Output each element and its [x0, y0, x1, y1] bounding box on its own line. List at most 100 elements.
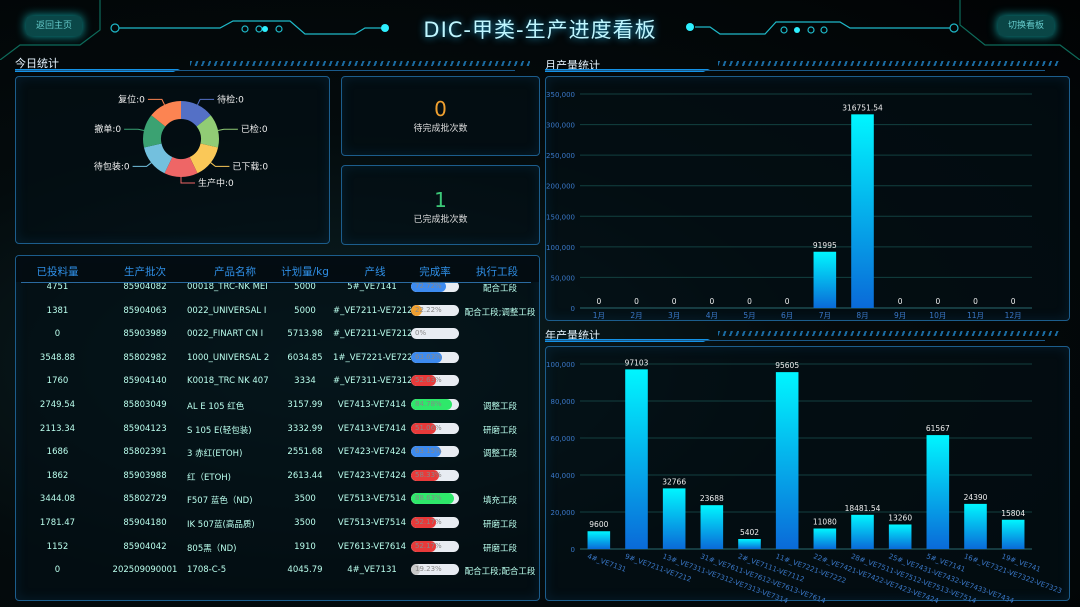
- planned-kg-cell: 3334: [294, 376, 316, 387]
- x-tick-label: 6月: [781, 311, 793, 320]
- donut-label-line: [124, 128, 145, 132]
- data-label: 15804: [1001, 509, 1025, 518]
- table-row[interactable]: 0 202509090001 1708-C-5 4045.79 4#_VE7131 配合工…: [16, 561, 537, 581]
- stage-cell: 调整工段: [482, 402, 517, 412]
- data-label: 0: [785, 297, 790, 306]
- bar[interactable]: [738, 539, 761, 549]
- bar[interactable]: [700, 505, 724, 549]
- stage-cell: 调整工段: [482, 449, 517, 460]
- production-line-cell: #_VE7211-VE7212: [333, 305, 411, 316]
- data-label: 13260: [888, 513, 912, 522]
- bar[interactable]: [813, 528, 837, 549]
- bar[interactable]: [851, 514, 874, 549]
- completion-progress-bar: 52.17%: [411, 517, 459, 528]
- donut-slice[interactable]: [164, 157, 198, 177]
- completion-rate: 88.63%: [415, 494, 442, 503]
- bar[interactable]: [813, 251, 837, 308]
- progress-fill: [411, 517, 437, 528]
- donut-label-line: [197, 98, 215, 105]
- table-row[interactable]: 4751 85904082 00018_TRC-NK MEI 5000 5#_VE714…: [16, 278, 537, 298]
- table-row[interactable]: 1781.47 85904180 IK 507蓝(高品质) 3500 VE7513-VE…: [16, 514, 537, 534]
- x-tick-label: 12月: [1005, 311, 1022, 320]
- production-line-cell: VE7423-VE7424: [337, 447, 407, 458]
- data-label: 0: [898, 297, 903, 306]
- progress-fill: [411, 351, 442, 363]
- production-line-cell: VE7413-VE7414: [337, 400, 407, 410]
- table-row[interactable]: 1862 85903988 红（ETOH) 2613.44 VE7423-VE7424 5…: [16, 467, 537, 487]
- x-tick-label: 1月: [593, 311, 605, 320]
- bar[interactable]: [775, 372, 799, 549]
- table-row[interactable]: 1152 85904042 805黑（ND) 1910 VE7613-VE7614 研磨工…: [16, 538, 537, 558]
- bar[interactable]: [662, 488, 686, 549]
- batch-number-cell: 85904180: [123, 518, 167, 528]
- data-label: 316751.54: [842, 103, 883, 112]
- data-label: 9600: [589, 520, 608, 529]
- table-row[interactable]: 1381 85904063 0022_UNIVERSAL I 5000 #_VE7211…: [16, 302, 537, 322]
- pending-batches-card: 0 待完成批次数: [341, 76, 540, 156]
- column-header: 执行工段: [476, 266, 518, 278]
- donut-slice[interactable]: [189, 143, 219, 174]
- batch-number-cell: 85803049: [123, 400, 167, 410]
- donut-label-line: [132, 162, 152, 167]
- stage-cell: 研磨工段: [482, 543, 517, 554]
- table-row[interactable]: 0 85903989 0022_FINART CN I 5713.98 #_VE7211…: [16, 325, 537, 345]
- bar[interactable]: [888, 524, 912, 549]
- column-header: 已投料量: [36, 266, 79, 278]
- table-body[interactable]: 4751 85904082 00018_TRC-NK MEI 5000 5#_VE714…: [16, 256, 539, 600]
- fed-amount-cell: 3444.08: [39, 494, 76, 505]
- switch-board-button[interactable]: 切换看板: [998, 16, 1054, 36]
- y-tick-label: 300,000: [546, 122, 575, 130]
- progress-fill: [411, 446, 442, 458]
- y-tick-label: 0: [571, 546, 575, 554]
- y-tick-label: 0: [571, 305, 575, 313]
- donut-label: 已检:0: [241, 123, 268, 135]
- donut-slice[interactable]: [151, 101, 181, 127]
- completion-progress-bar: 63.63%: [411, 351, 459, 363]
- table-row[interactable]: 1686 85802391 3 赤红(ETOH) 2551.68 VE7423-VE74…: [16, 443, 537, 463]
- donut-slice[interactable]: [196, 115, 219, 148]
- donut-slice[interactable]: [143, 143, 173, 174]
- bar[interactable]: [926, 435, 950, 549]
- section-line: [15, 70, 515, 71]
- production-table[interactable]: 4751 85904082 00018_TRC-NK MEI 5000 5#_VE714…: [15, 255, 540, 601]
- bar[interactable]: [625, 369, 648, 549]
- section-line: [545, 340, 1045, 341]
- y-tick-label: 250,000: [546, 152, 575, 160]
- product-name-cell: 3 赤红(ETOH): [187, 449, 243, 460]
- production-line-cell: 5#_VE7141: [347, 282, 397, 292]
- batch-number-cell: 85903988: [123, 470, 167, 481]
- planned-kg-cell: 5000: [294, 282, 316, 292]
- table-row[interactable]: 2749.54 85803049 AL E 105 红色 3157.99 VE7413-…: [16, 396, 537, 416]
- donut-slice[interactable]: [143, 115, 166, 148]
- completed-batches-value: 1: [434, 188, 447, 212]
- section-decoration: [718, 61, 1060, 66]
- donut-slice[interactable]: [181, 101, 211, 127]
- bar[interactable]: [964, 503, 987, 549]
- status-donut-chart: 待检:0 已检:0 已下载:0 生产中:0 待包装:0 撤单:0 复位:0: [94, 93, 269, 189]
- bar[interactable]: [587, 531, 611, 549]
- data-label: 5402: [740, 528, 759, 537]
- x-tick-label: 4月: [706, 311, 718, 320]
- bar[interactable]: [1001, 519, 1025, 549]
- table-row[interactable]: 3548.88 85802982 1000_UNIVERSAL 2 6034.85 1#…: [16, 349, 537, 369]
- progress-fill: [411, 564, 421, 576]
- table-row[interactable]: 2113.34 85904123 S 105 E(轻包装) 3332.99 VE7413…: [16, 420, 537, 440]
- column-header: 产线: [364, 266, 386, 278]
- table-row[interactable]: 3444.08 85802729 F507 蓝色（ND) 3500 VE7513-VE7…: [16, 490, 537, 510]
- y-tick-label: 20,000: [551, 509, 576, 517]
- fed-amount-cell: 4751: [46, 282, 69, 292]
- bar[interactable]: [851, 114, 874, 308]
- pending-batches-value: 0: [434, 97, 447, 121]
- planned-kg-cell: 3500: [294, 494, 316, 505]
- production-line-cell: VE7423-VE7424: [337, 470, 407, 481]
- product-name-cell: 00018_TRC-NK MEI: [187, 282, 268, 292]
- stage-cell: 研磨工段: [482, 520, 517, 530]
- back-home-button[interactable]: 返回主页: [26, 16, 82, 36]
- batch-number-cell: 85802729: [123, 494, 167, 505]
- planned-kg-cell: 5000: [294, 305, 316, 316]
- data-label: 0: [973, 297, 978, 306]
- table-row[interactable]: 1760 85904140 K0018_TRC NK 407 3334 #_VE7311…: [16, 372, 537, 392]
- completion-progress-bar: 88.63%: [411, 493, 459, 505]
- donut-label: 待包装:0: [94, 160, 130, 172]
- monthly-production-chart: 0 50,000 100,000 150,000 200,000 250,000 300,0…: [546, 91, 1032, 320]
